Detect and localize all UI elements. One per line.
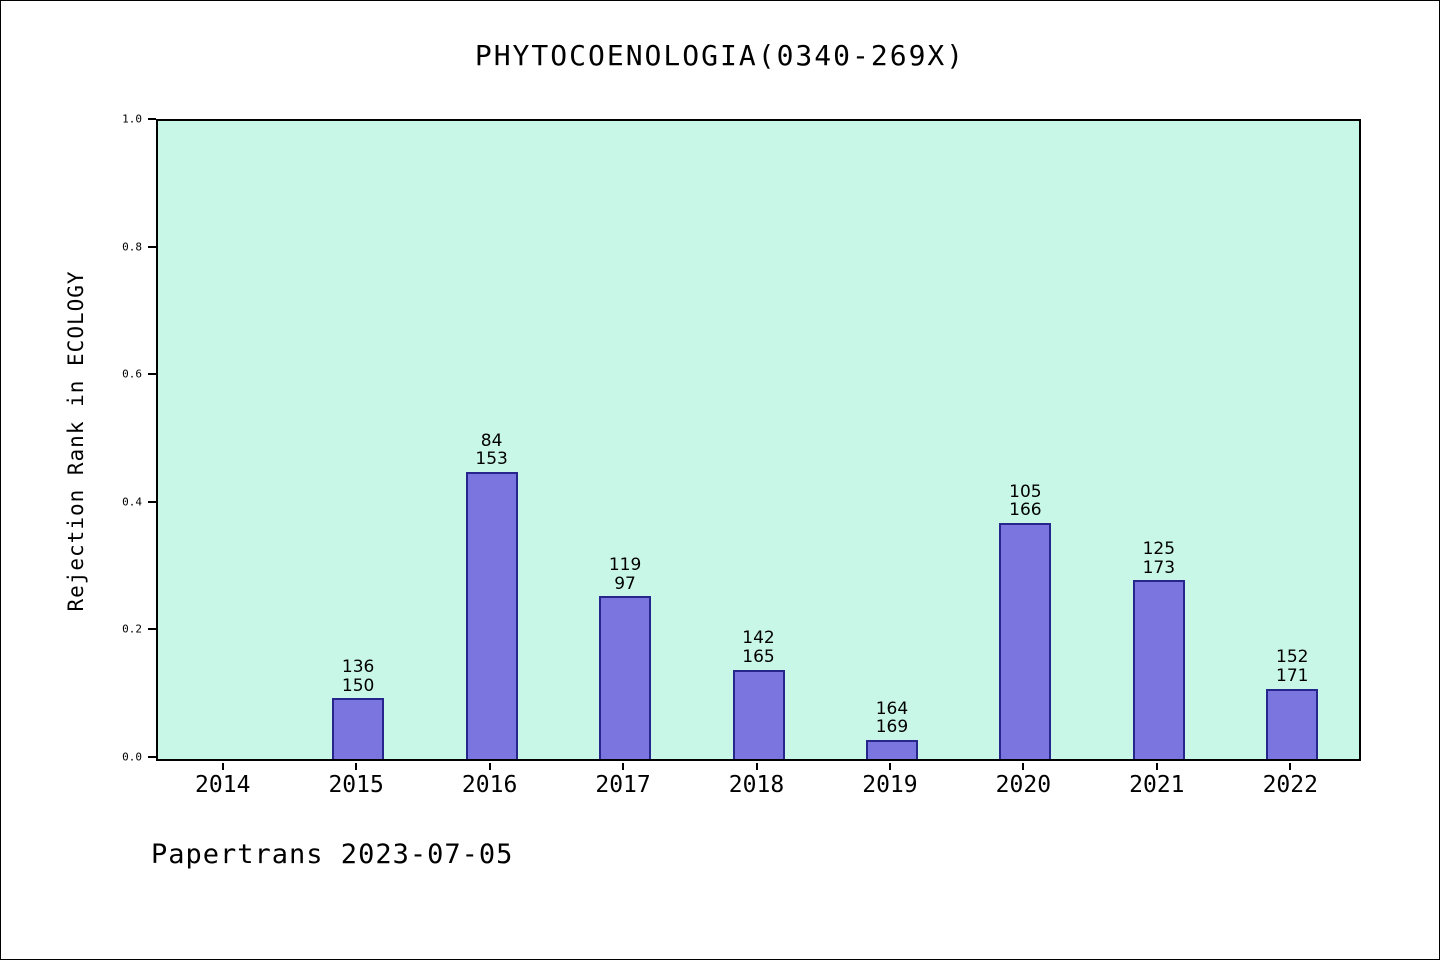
bar-label-line: 152: [1276, 647, 1309, 668]
x-tick-label: 2016: [461, 772, 518, 798]
x-tick-label: 2021: [1129, 772, 1185, 798]
x-tick-mark: [1022, 763, 1025, 770]
y-tick-label: 0.0: [122, 750, 142, 764]
x-tick-label: 2018: [728, 772, 785, 798]
bar-label-line: 97: [614, 573, 636, 594]
bar-label: 164 169: [875, 698, 909, 738]
x-tick-mark: [221, 763, 224, 770]
bar-label-line: 125: [1142, 539, 1176, 559]
chart-title: PHYTOCOENOLOGIA(0340-269X): [474, 39, 966, 72]
bar-label: 125 173: [1143, 540, 1175, 577]
bar-label-line: 169: [875, 717, 909, 738]
y-tick-mark: [148, 245, 156, 248]
bar-label-line: 84: [480, 430, 503, 451]
bar-label-line: 105: [1009, 481, 1042, 502]
x-tick-mark: [888, 763, 891, 770]
y-tick-label: 0.8: [122, 240, 142, 254]
x-tick-label: 2015: [328, 772, 384, 798]
bar: [599, 596, 652, 759]
bar-label: 84 153: [475, 430, 508, 470]
plot-area: 136 150 84 153 119 97 142 165 164 169 105 166 125 173…: [156, 119, 1361, 761]
x-tick-mark: [1289, 763, 1292, 770]
y-tick-label: 0.4: [122, 495, 142, 509]
bar: [1266, 688, 1319, 759]
bar-label-line: 136: [341, 657, 375, 678]
bar: [465, 471, 518, 759]
y-tick-label: 0.6: [122, 367, 142, 381]
bar-label-line: 119: [608, 554, 642, 575]
x-axis-labels: 2014 2015 2016 2017 2018 2019 2020 2021 2022: [156, 763, 1361, 811]
bar-label-line: 166: [1009, 500, 1042, 521]
bar-label-line: 173: [1142, 557, 1176, 578]
bar-label: 119 97: [609, 556, 641, 593]
bar: [999, 522, 1052, 759]
bar-label: 136 150: [342, 658, 374, 695]
x-tick-mark: [488, 763, 491, 770]
y-tick-mark: [148, 118, 156, 120]
y-axis-ticks: 0.0 0.2 0.4 0.6 0.8 1.0: [1, 113, 156, 764]
x-tick-mark: [355, 763, 358, 770]
bar-label-line: 150: [341, 675, 375, 696]
x-tick-mark: [622, 763, 625, 770]
footer-text: Papertrans 2023-07-05: [151, 839, 514, 870]
bar-label-line: 153: [475, 449, 508, 470]
y-tick-label: 0.2: [122, 622, 142, 636]
y-tick-label: 1.0: [122, 112, 142, 126]
x-tick-label: 2020: [995, 772, 1052, 798]
x-tick-label: 2022: [1262, 772, 1318, 798]
bar-label-line: 164: [875, 698, 909, 719]
x-tick-label: 2019: [862, 772, 918, 798]
y-tick-mark: [148, 628, 156, 631]
x-tick-mark: [755, 763, 758, 770]
y-tick-mark: [148, 373, 156, 376]
bar-label-line: 165: [742, 647, 775, 667]
bar-label: 142 165: [742, 629, 774, 666]
y-tick-mark: [148, 500, 156, 503]
bar: [1132, 580, 1185, 759]
bar-label-line: 142: [742, 628, 775, 649]
bar-label: 152 171: [1276, 648, 1308, 685]
x-tick-mark: [1155, 763, 1158, 770]
x-tick-label: 2014: [195, 772, 251, 798]
bar: [732, 669, 785, 759]
bar-label-line: 171: [1276, 666, 1309, 687]
bar: [332, 698, 385, 759]
bar-label: 105 166: [1009, 481, 1042, 521]
x-tick-label: 2017: [595, 772, 651, 798]
bar: [865, 739, 918, 759]
y-tick-mark: [148, 756, 156, 758]
